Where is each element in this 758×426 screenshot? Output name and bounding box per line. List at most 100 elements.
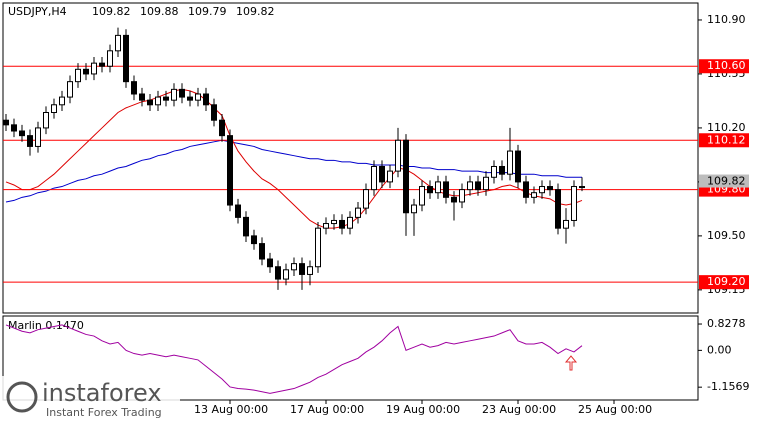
y-tick-label: 109.50 — [707, 229, 746, 242]
candle-body — [467, 181, 473, 191]
candle-body — [203, 93, 209, 106]
tagline: Instant Forex Trading — [46, 406, 162, 419]
x-tick-label: 13 Aug 00:00 — [194, 403, 268, 416]
header-open: 109.82 — [92, 5, 131, 18]
candle-body — [251, 235, 257, 245]
candle-body — [539, 186, 545, 194]
candle-body — [59, 96, 65, 106]
arrow-icon — [564, 355, 578, 371]
candle-body — [283, 269, 289, 280]
candle-body — [115, 34, 121, 52]
main-panel — [2, 2, 699, 314]
candle-body — [83, 68, 89, 75]
candle-body — [491, 165, 497, 178]
candle-body — [19, 130, 25, 137]
candle-body — [147, 99, 153, 106]
candle-body — [563, 219, 569, 229]
brand: instaforex — [42, 379, 162, 407]
candle-body — [155, 96, 161, 106]
x-tick-label: 25 Aug 00:00 — [578, 403, 652, 416]
y-tick-label: -1.1569 — [707, 380, 749, 393]
candle-body — [75, 68, 81, 83]
header-close: 109.82 — [236, 5, 275, 18]
candle-body — [331, 219, 337, 225]
candle-body — [291, 263, 297, 271]
oscillator-line — [5, 324, 583, 394]
candle-body — [339, 219, 345, 229]
candle-body — [259, 243, 265, 260]
candle-body — [483, 176, 489, 191]
candle-body — [131, 81, 137, 95]
x-tick-label: 23 Aug 00:00 — [482, 403, 556, 416]
candle-body — [531, 192, 537, 198]
price-label-bg — [699, 174, 749, 188]
candle-body — [211, 104, 217, 121]
candle-body — [451, 196, 457, 203]
oscillator-panel — [2, 315, 699, 401]
candle-body — [163, 96, 169, 101]
y-tick-label: 110.20 — [707, 121, 746, 134]
candle-body — [43, 112, 49, 129]
candle-body — [91, 62, 97, 75]
candle-body — [187, 96, 193, 101]
candle-body — [395, 139, 401, 172]
level-label: 110.60 — [707, 59, 746, 72]
candle-body — [139, 93, 145, 101]
level-label: 109.20 — [707, 275, 746, 288]
candle-body — [411, 204, 417, 214]
candle-body — [299, 263, 305, 275]
candle-body — [571, 186, 577, 221]
chart-title: USDJPY,H4 — [8, 5, 67, 18]
candle-body — [123, 34, 129, 83]
candle-body — [363, 189, 369, 209]
candle-body — [267, 258, 273, 268]
header-low: 109.79 — [188, 5, 227, 18]
x-tick-label: 19 Aug 00:00 — [386, 403, 460, 416]
level-label: 110.12 — [707, 133, 746, 146]
candle-body — [499, 165, 505, 175]
candle-body — [227, 135, 233, 206]
candle-body — [347, 216, 353, 229]
price-label: 109.82 — [707, 175, 746, 188]
candle-body — [275, 266, 281, 280]
level-label-bg — [699, 59, 749, 74]
candle-body — [435, 181, 441, 194]
candle-body — [243, 216, 249, 237]
candle-body — [459, 189, 465, 203]
y-tick-label: 0.00 — [707, 343, 732, 356]
candle-body — [27, 135, 33, 147]
candle-body — [355, 207, 361, 218]
candle-body — [107, 50, 113, 67]
candle-body — [579, 186, 585, 189]
candle-body — [67, 81, 73, 98]
oscillator-title: Marlin 0.1470 — [8, 319, 84, 332]
candle-body — [379, 165, 385, 183]
candle-body — [3, 119, 9, 126]
candle-body — [219, 119, 225, 137]
watermark: instaforex Instant Forex Trading — [0, 376, 180, 422]
candle-body — [235, 204, 241, 218]
candle-body — [419, 186, 425, 206]
candle-body — [403, 139, 409, 214]
candle-body — [307, 266, 313, 275]
candle-body — [195, 93, 201, 101]
y-tick-label: 110.90 — [707, 13, 746, 26]
candle-body — [315, 227, 321, 268]
candle-body — [547, 186, 553, 191]
y-tick-label: 0.8278 — [707, 317, 746, 330]
candle-body — [443, 181, 449, 198]
candle-body — [11, 124, 17, 132]
candle-body — [99, 62, 105, 67]
watermark-bg — [0, 376, 180, 422]
logo-icon — [6, 381, 38, 413]
candle-body — [515, 150, 521, 183]
x-tick-label: 17 Aug 00:00 — [290, 403, 364, 416]
candle-body — [51, 104, 57, 114]
candle-body — [323, 223, 329, 229]
candle-body — [387, 170, 393, 183]
candle-body — [555, 189, 561, 229]
candle-body — [35, 127, 41, 147]
candle-body — [371, 165, 377, 191]
